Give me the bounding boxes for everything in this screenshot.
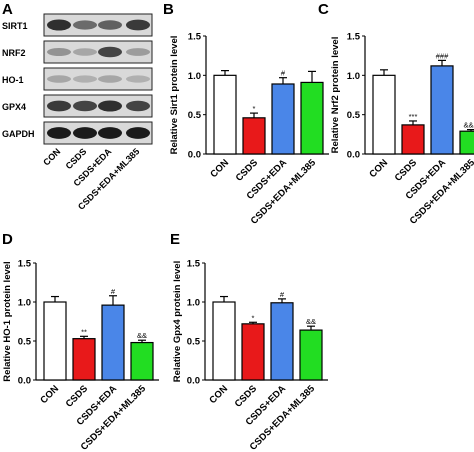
blot-band [73, 127, 97, 139]
blot-band [47, 100, 71, 112]
blot-label-gapdh: GAPDH [2, 129, 35, 139]
blot-band [73, 100, 97, 112]
y-tick-label: 1.0 [347, 71, 360, 82]
panel-d-bar-chart: D 0.0 0.5 1.0 1.5 Relative HO-1 protein level… [2, 231, 159, 452]
significance-label: * [252, 313, 255, 322]
bar-csds-eda-ml385 [459, 130, 474, 155]
significance-label: # [111, 287, 116, 296]
blot-band [47, 75, 71, 83]
blot-strip [43, 67, 153, 91]
panel-letter-c: C [318, 1, 329, 18]
bar-csds [401, 124, 425, 155]
x-tick-label: CSDS [234, 157, 260, 183]
bar-csds-eda-ml385 [130, 341, 154, 381]
bar-csds-eda [101, 304, 125, 381]
y-tick-label: 0.0 [18, 376, 31, 387]
panel-letter-a: A [2, 1, 13, 18]
y-tick-label: 0.5 [187, 337, 201, 348]
blot-band [47, 127, 71, 139]
panel-c-bar-chart: C 0.0 0.5 1.0 1.5 Relative Nrf2 protein level… [318, 1, 474, 227]
significance-label: * [253, 104, 256, 113]
blot-band [98, 46, 122, 58]
blot-band [98, 75, 122, 83]
y-tick-label: 1.0 [188, 71, 201, 82]
blot-band [73, 20, 97, 30]
y-axis-label: Relative HO-1 protein level [2, 261, 13, 381]
significance-label: &&& [463, 121, 474, 130]
x-tick-label: CSDS [393, 157, 419, 183]
blot-band [98, 127, 122, 139]
blot-label-sirt1: SIRT1 [2, 21, 28, 31]
blot-band [47, 19, 71, 31]
y-tick-label: 1.5 [347, 32, 361, 43]
y-tick-label: 0.5 [18, 337, 32, 348]
y-tick-label: 0.0 [187, 376, 200, 387]
bar-con [43, 301, 67, 381]
x-tick-label: CON [367, 157, 390, 180]
y-tick-label: 1.5 [188, 32, 202, 43]
panel-b-bar-chart: B 0.0 0.5 1.0 1.5 Relative Sirt1 protein leve… [163, 1, 329, 227]
bar-csds-eda [270, 302, 294, 381]
significance-label: && [137, 331, 147, 340]
panel-letter-d: D [2, 231, 13, 248]
significance-label: # [281, 69, 286, 78]
y-axis-label: Relative Gpx4 protein level [172, 261, 183, 382]
blot-label-ho-1: HO-1 [2, 75, 24, 85]
y-tick-label: 1.0 [187, 298, 200, 309]
y-tick-label: 1.5 [18, 259, 32, 270]
x-tick-label: CON [207, 383, 230, 406]
y-tick-label: 1.5 [187, 259, 201, 270]
bar-csds-eda [271, 83, 295, 155]
significance-label: # [280, 290, 285, 299]
bar-csds-eda-ml385 [300, 81, 324, 155]
bar-con [372, 74, 396, 155]
blot-band [98, 100, 122, 112]
y-tick-label: 0.0 [347, 150, 360, 161]
x-tick-label: CON [208, 157, 231, 180]
blot-band [73, 75, 97, 83]
bar-csds [72, 338, 96, 381]
blot-band [126, 100, 150, 112]
blot-band [98, 20, 122, 30]
significance-label: ** [81, 327, 87, 336]
blot-label-nrf2: NRF2 [2, 48, 26, 58]
y-tick-label: 0.5 [347, 110, 361, 121]
blot-band [126, 19, 150, 31]
significance-label: *** [409, 112, 418, 121]
bar-csds-eda [430, 65, 454, 155]
blot-band [73, 48, 97, 56]
bar-csds-eda-ml385 [299, 329, 323, 381]
significance-label: ### [436, 51, 449, 60]
panel-letter-e: E [170, 231, 180, 248]
bar-csds [242, 117, 266, 155]
blot-lane-label: CON [41, 146, 62, 167]
significance-label: && [306, 317, 316, 326]
y-tick-label: 0.0 [188, 150, 201, 161]
blot-band [126, 75, 150, 83]
y-axis-label: Relative Nrf2 protein level [330, 37, 341, 154]
blot-label-gpx4: GPX4 [2, 102, 26, 112]
panel-letter-b: B [163, 1, 174, 18]
x-tick-label: CSDS [64, 383, 90, 409]
blot-band [126, 48, 150, 56]
y-tick-label: 1.0 [18, 298, 31, 309]
y-axis-label: Relative Sirt1 protein level [169, 36, 180, 155]
x-tick-label: CSDS [233, 383, 259, 409]
blot-band [126, 127, 150, 139]
blot-band [47, 47, 71, 57]
y-tick-label: 0.5 [188, 110, 202, 121]
x-tick-label: CON [38, 383, 61, 406]
bar-csds [241, 323, 265, 381]
bar-con [212, 301, 236, 381]
panel-e-bar-chart: E 0.0 0.5 1.0 1.5 Relative Gpx4 protein level… [170, 231, 328, 452]
bar-con [213, 74, 237, 155]
